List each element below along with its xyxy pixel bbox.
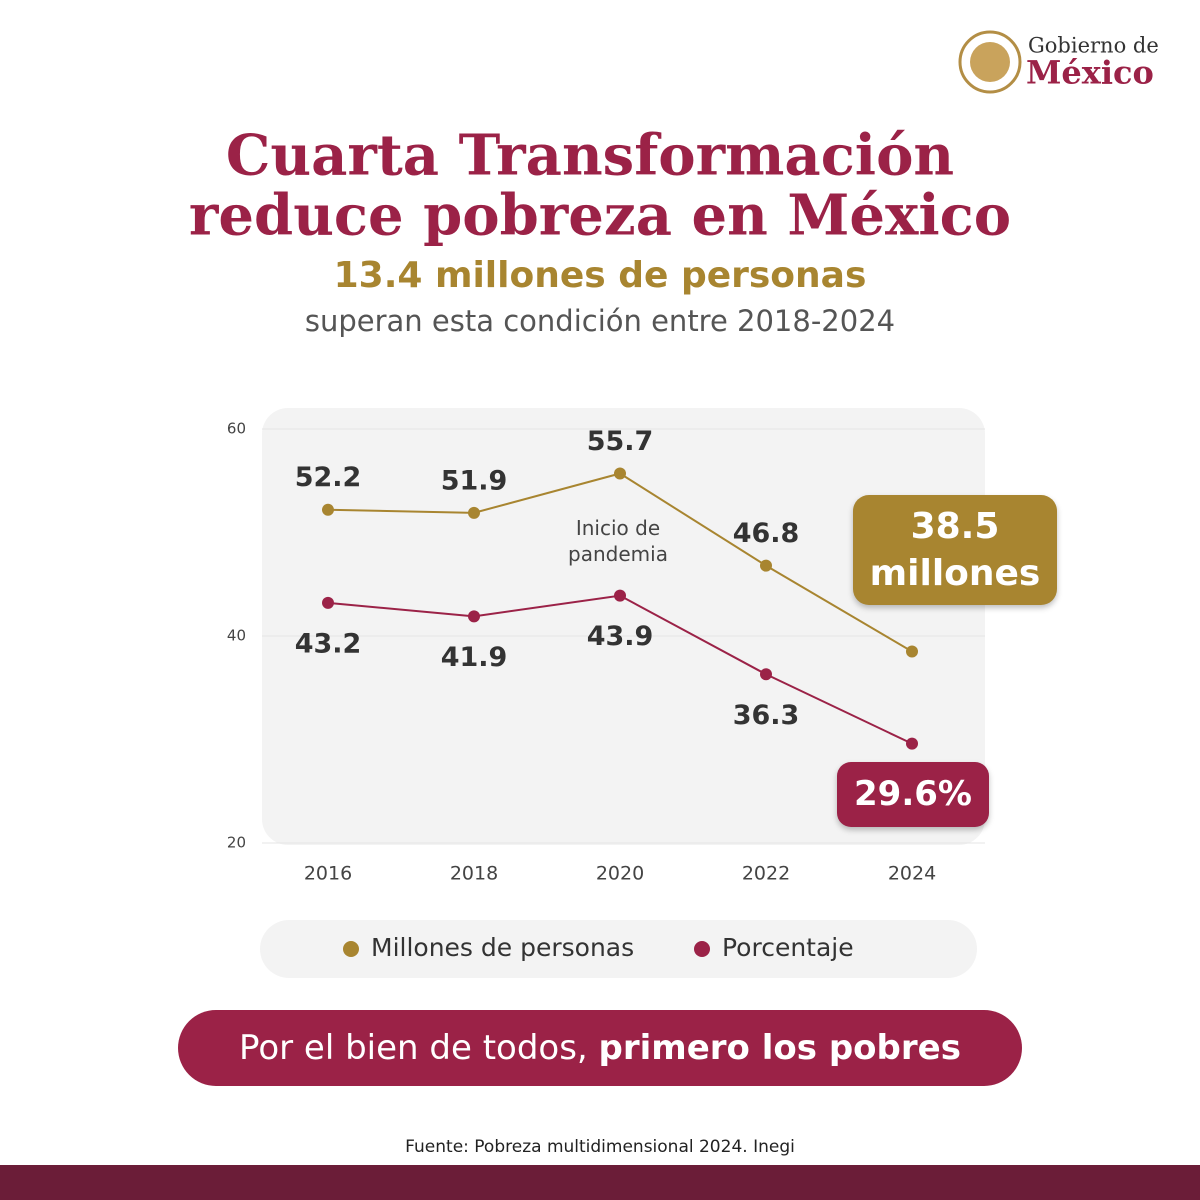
- data-label: 55.7: [587, 426, 654, 457]
- point: [760, 559, 772, 572]
- point: [468, 610, 480, 623]
- x-tick-label: 2016: [304, 863, 352, 885]
- legend-label: Millones de personas: [371, 933, 634, 962]
- data-label: 36.3: [733, 700, 800, 731]
- data-label: 51.9: [441, 465, 508, 496]
- data-label: 41.9: [441, 642, 508, 673]
- bottom-bar: [0, 1165, 1200, 1200]
- point: [614, 589, 626, 602]
- subtitle: 13.4 millones de personas: [334, 255, 867, 296]
- data-label: 52.2: [295, 462, 362, 493]
- point: [906, 737, 918, 750]
- x-tick-label: 2022: [742, 863, 790, 885]
- slogan: Por el bien de todos, primero los pobres: [178, 1010, 1022, 1086]
- legend-marker: [343, 941, 359, 957]
- x-tick-label: 2024: [888, 863, 936, 885]
- y-tick-label: 60: [227, 420, 246, 438]
- subtitle: superan esta condición entre 2018-2024: [305, 304, 895, 338]
- slogan-pill: [178, 1010, 1022, 1086]
- emblem: [958, 30, 1022, 94]
- annotation: Inicio de pandemia: [568, 516, 668, 566]
- data-label: 43.2: [295, 628, 362, 659]
- source: Fuente: Pobreza multidimensional 2024. I…: [405, 1137, 795, 1157]
- emblem-center: [970, 42, 1010, 82]
- title-line: Cuarta Transformación: [226, 123, 954, 189]
- data-label: 43.9: [587, 621, 654, 652]
- point: [468, 506, 480, 519]
- x-tick-label: 2020: [596, 863, 644, 885]
- callout: 38.5 millones: [853, 495, 1057, 605]
- slogan-bold: primero los pobres: [598, 1028, 961, 1068]
- legend-marker: [694, 941, 710, 957]
- y-tick-label: 40: [227, 627, 246, 645]
- point: [322, 596, 334, 609]
- point: [760, 668, 772, 681]
- plot-area: [262, 408, 985, 845]
- x-tick-label: 2018: [450, 863, 498, 885]
- title-line: reduce pobreza en México: [189, 183, 1011, 249]
- point: [906, 645, 918, 658]
- callout: 29.6%: [837, 762, 989, 827]
- data-label: 46.8: [733, 518, 800, 549]
- y-tick-label: 20: [227, 834, 246, 852]
- point: [322, 503, 334, 516]
- legend: [260, 920, 977, 978]
- point: [614, 467, 626, 480]
- logo-large: México: [1026, 54, 1154, 92]
- logo-small: Gobierno de: [1028, 34, 1159, 58]
- slogan-text: Por el bien de todos,: [239, 1028, 588, 1068]
- legend-label: Porcentaje: [722, 933, 854, 962]
